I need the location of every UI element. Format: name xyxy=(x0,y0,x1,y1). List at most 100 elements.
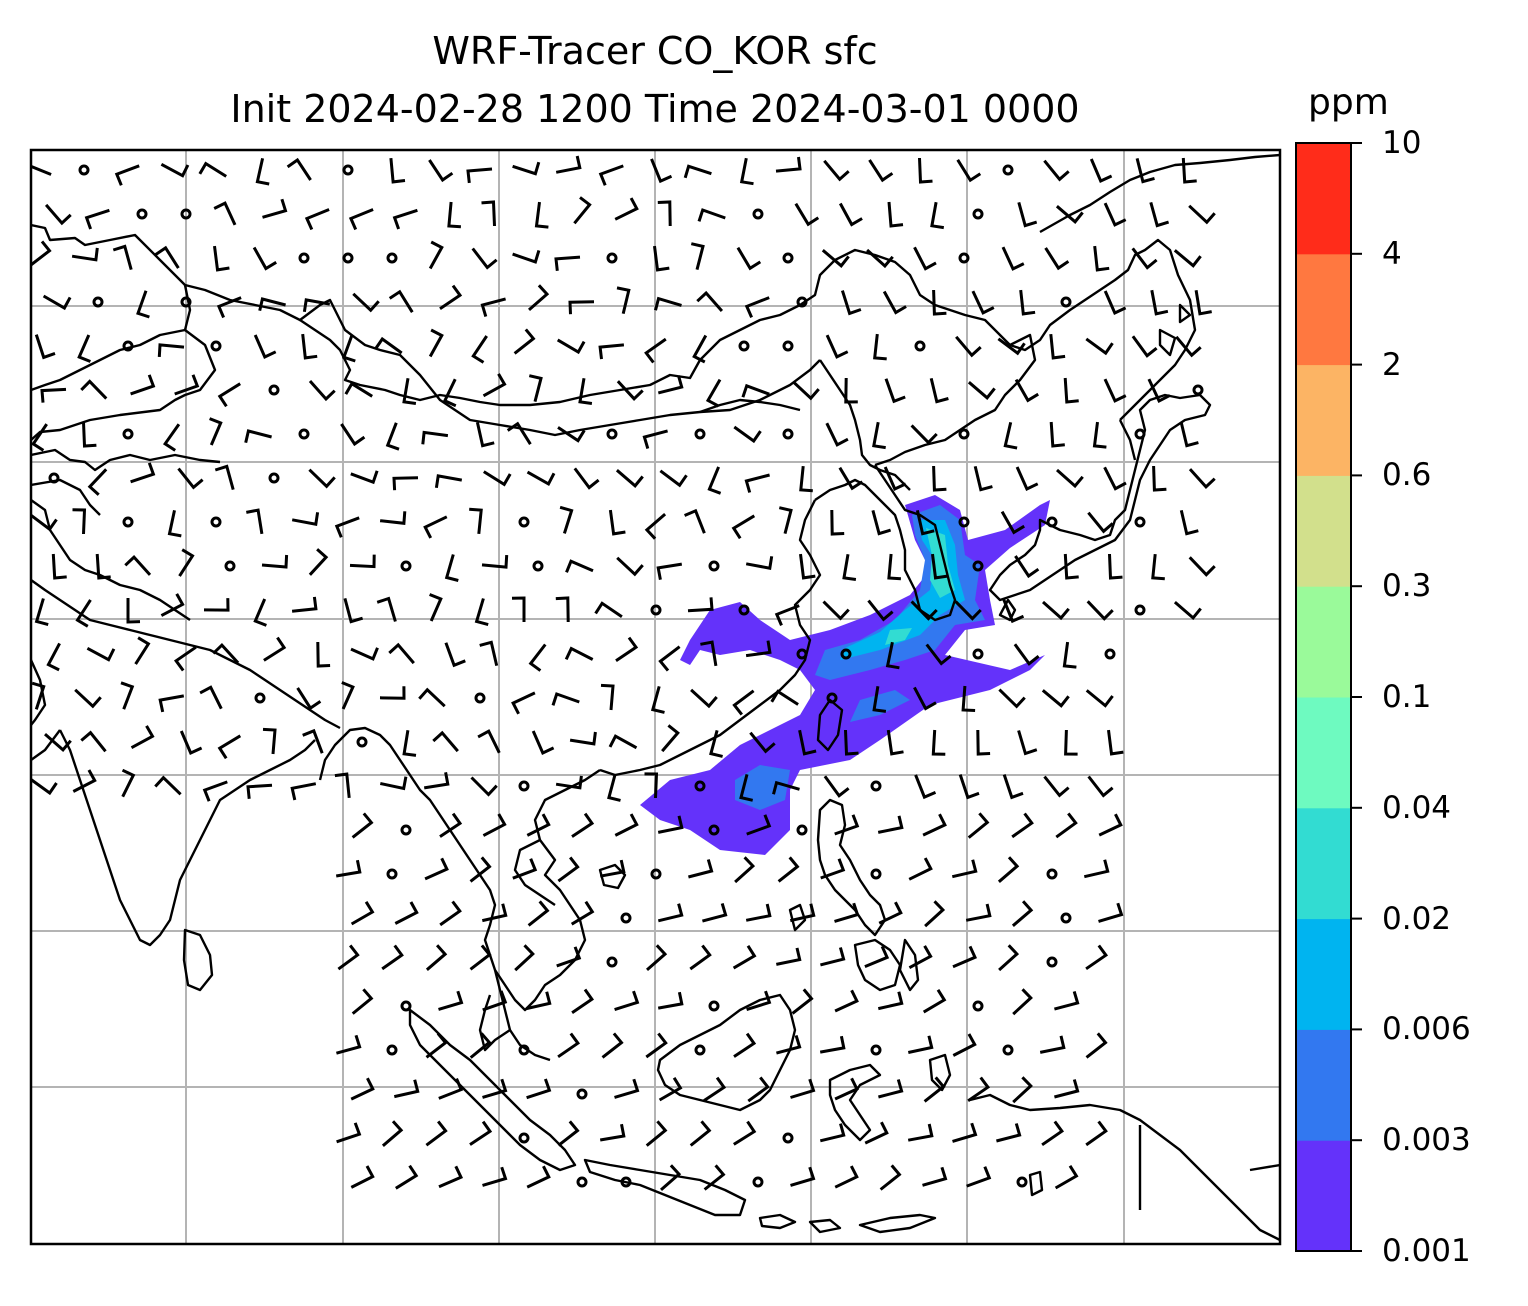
wind-barb xyxy=(1001,246,1025,271)
wind-barb xyxy=(421,430,449,445)
wind-barb xyxy=(1173,249,1202,268)
wind-barb xyxy=(154,775,182,796)
wind-barb xyxy=(702,902,728,923)
wind-barb xyxy=(820,858,846,880)
wind-barb-calm xyxy=(914,340,926,352)
wind-barb-calm xyxy=(606,956,618,968)
wind-barb xyxy=(844,377,858,404)
wind-barb xyxy=(646,944,668,972)
wind-barb xyxy=(910,424,938,445)
wind-barb xyxy=(844,729,859,756)
wind-barb xyxy=(747,1076,770,1103)
wind-barb xyxy=(44,732,72,753)
wind-barb-calm xyxy=(782,1132,794,1144)
wind-barb xyxy=(1019,289,1036,316)
wind-barb xyxy=(72,769,97,793)
wind-barb xyxy=(690,242,705,270)
wind-barb xyxy=(1043,775,1070,798)
wind-barb xyxy=(1149,202,1170,228)
wind-barb xyxy=(424,857,449,881)
wind-barb xyxy=(262,727,277,755)
wind-barb xyxy=(594,601,623,618)
wind-barb xyxy=(616,380,644,401)
wind-barb xyxy=(1103,466,1127,491)
wind-barb xyxy=(525,991,552,1011)
wind-barb xyxy=(614,1078,640,1099)
wind-barb xyxy=(174,374,200,396)
wind-barb xyxy=(1043,159,1070,182)
wind-barb-calm xyxy=(694,1044,706,1056)
wind-barb xyxy=(799,465,813,493)
wind-barb-calm xyxy=(268,472,280,484)
wind-barb xyxy=(965,903,992,922)
wind-barb-calm xyxy=(708,1000,720,1012)
wind-barb xyxy=(834,902,860,923)
wind-barb xyxy=(1151,553,1165,581)
wind-barb xyxy=(202,780,228,802)
wind-barb xyxy=(744,296,770,318)
wind-barb xyxy=(703,1076,727,1102)
wind-barb xyxy=(34,598,49,627)
wind-barb xyxy=(569,731,597,746)
wind-barb-calm xyxy=(518,1044,530,1056)
wind-barb xyxy=(528,643,547,672)
wind-barb xyxy=(296,687,322,711)
wind-barb xyxy=(879,1164,902,1191)
wind-barb xyxy=(212,642,240,664)
wind-barb xyxy=(1044,247,1070,271)
wind-barb xyxy=(864,945,890,968)
wind-barb xyxy=(821,249,850,268)
wind-barb xyxy=(733,425,762,444)
wind-barb xyxy=(834,1077,859,1101)
wind-barb xyxy=(481,200,496,227)
wind-barb xyxy=(976,729,991,756)
colorbar-unit-label: ppm xyxy=(1308,82,1389,123)
coastlines xyxy=(31,153,1280,1242)
wind-barb xyxy=(1173,600,1202,621)
wind-barb-calm xyxy=(958,428,970,440)
colorbar xyxy=(1296,143,1351,1252)
wind-barb-calm xyxy=(782,252,794,264)
wind-barb xyxy=(661,724,680,753)
colorbar-segment xyxy=(1296,918,1351,1030)
wind-barb xyxy=(551,692,580,706)
wind-barb xyxy=(573,196,592,225)
wind-barb-calm xyxy=(650,868,662,880)
wind-barb xyxy=(350,647,379,661)
wind-barb xyxy=(689,944,712,971)
wind-barb xyxy=(1131,247,1158,270)
wind-barb xyxy=(511,596,526,622)
wind-barb xyxy=(379,511,407,525)
wind-barb xyxy=(775,156,802,173)
wind-barb xyxy=(687,597,714,613)
wind-barb xyxy=(1089,158,1113,184)
wind-barb xyxy=(645,1032,668,1059)
wind-barb xyxy=(428,240,444,270)
wind-barb xyxy=(158,694,185,713)
wind-barb xyxy=(556,338,586,355)
wind-barb xyxy=(253,598,267,627)
wind-barb-calm xyxy=(210,340,222,352)
wind-barb xyxy=(84,208,110,230)
wind-barb xyxy=(374,336,403,355)
wind-barb xyxy=(466,167,493,184)
colorbar-tick-label: 0.1 xyxy=(1382,679,1432,715)
wind-barb xyxy=(482,373,507,398)
wind-barb xyxy=(1017,730,1038,756)
wind-barb xyxy=(379,686,406,700)
wind-barb xyxy=(834,989,859,1013)
wind-barb xyxy=(653,245,670,272)
wind-barb xyxy=(1179,421,1199,448)
wind-barb xyxy=(952,945,978,969)
wind-barb xyxy=(470,776,498,797)
wind-barb xyxy=(121,768,136,798)
wind-barb xyxy=(956,159,982,183)
wind-barb-calm xyxy=(972,1000,984,1012)
wind-barb xyxy=(599,1123,626,1142)
wind-barb-calm xyxy=(78,164,90,176)
wind-barb xyxy=(1055,812,1078,839)
wind-barb xyxy=(868,159,894,183)
wind-barb-calm xyxy=(752,1176,764,1188)
wind-barb xyxy=(1092,421,1107,449)
wind-barb xyxy=(559,505,574,534)
